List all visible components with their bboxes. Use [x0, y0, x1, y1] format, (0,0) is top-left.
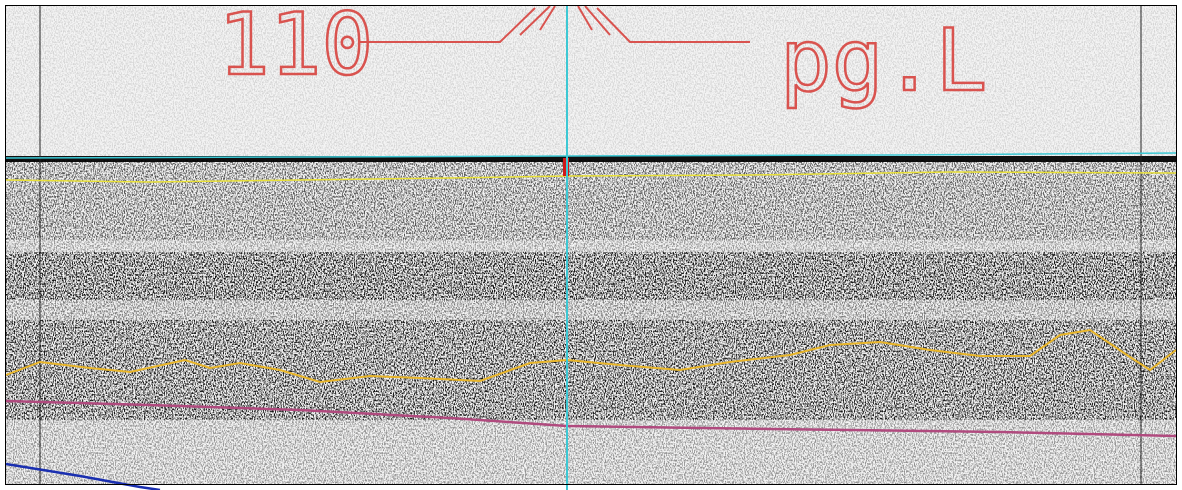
echogram — [6, 6, 1176, 484]
line-label: pg.L — [780, 11, 987, 111]
depth-label: 110 — [218, 0, 373, 95]
layer-1 — [5, 171, 1177, 183]
annotation-arrows — [358, 5, 750, 43]
layer-4 — [5, 462, 161, 490]
layer-2 — [5, 328, 1177, 384]
frame — [5, 5, 1177, 485]
